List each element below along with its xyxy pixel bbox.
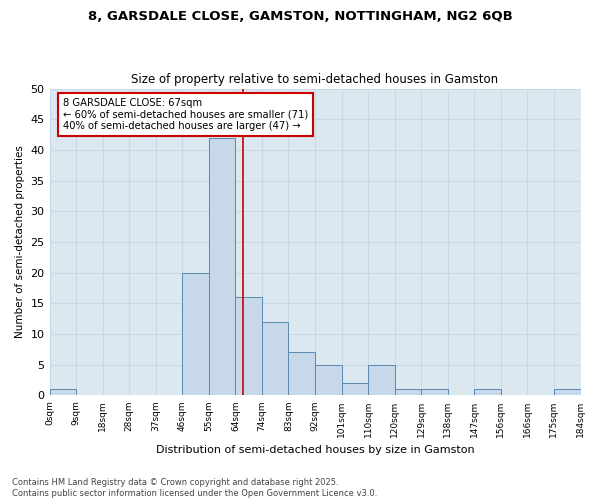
Text: Contains HM Land Registry data © Crown copyright and database right 2025.
Contai: Contains HM Land Registry data © Crown c… bbox=[12, 478, 377, 498]
Bar bbox=[235, 297, 262, 396]
Bar bbox=[262, 322, 289, 396]
X-axis label: Distribution of semi-detached houses by size in Gamston: Distribution of semi-detached houses by … bbox=[156, 445, 475, 455]
Bar bbox=[289, 352, 315, 396]
Y-axis label: Number of semi-detached properties: Number of semi-detached properties bbox=[15, 146, 25, 338]
Bar bbox=[209, 138, 235, 396]
Bar bbox=[475, 390, 501, 396]
Bar bbox=[421, 390, 448, 396]
Bar bbox=[395, 390, 421, 396]
Bar bbox=[315, 364, 341, 396]
Bar bbox=[554, 390, 581, 396]
Text: 8, GARSDALE CLOSE, GAMSTON, NOTTINGHAM, NG2 6QB: 8, GARSDALE CLOSE, GAMSTON, NOTTINGHAM, … bbox=[88, 10, 512, 23]
Bar bbox=[50, 390, 76, 396]
Title: Size of property relative to semi-detached houses in Gamston: Size of property relative to semi-detach… bbox=[131, 73, 499, 86]
Bar bbox=[341, 383, 368, 396]
Text: 8 GARSDALE CLOSE: 67sqm
← 60% of semi-detached houses are smaller (71)
40% of se: 8 GARSDALE CLOSE: 67sqm ← 60% of semi-de… bbox=[63, 98, 308, 131]
Bar bbox=[182, 272, 209, 396]
Bar bbox=[368, 364, 395, 396]
